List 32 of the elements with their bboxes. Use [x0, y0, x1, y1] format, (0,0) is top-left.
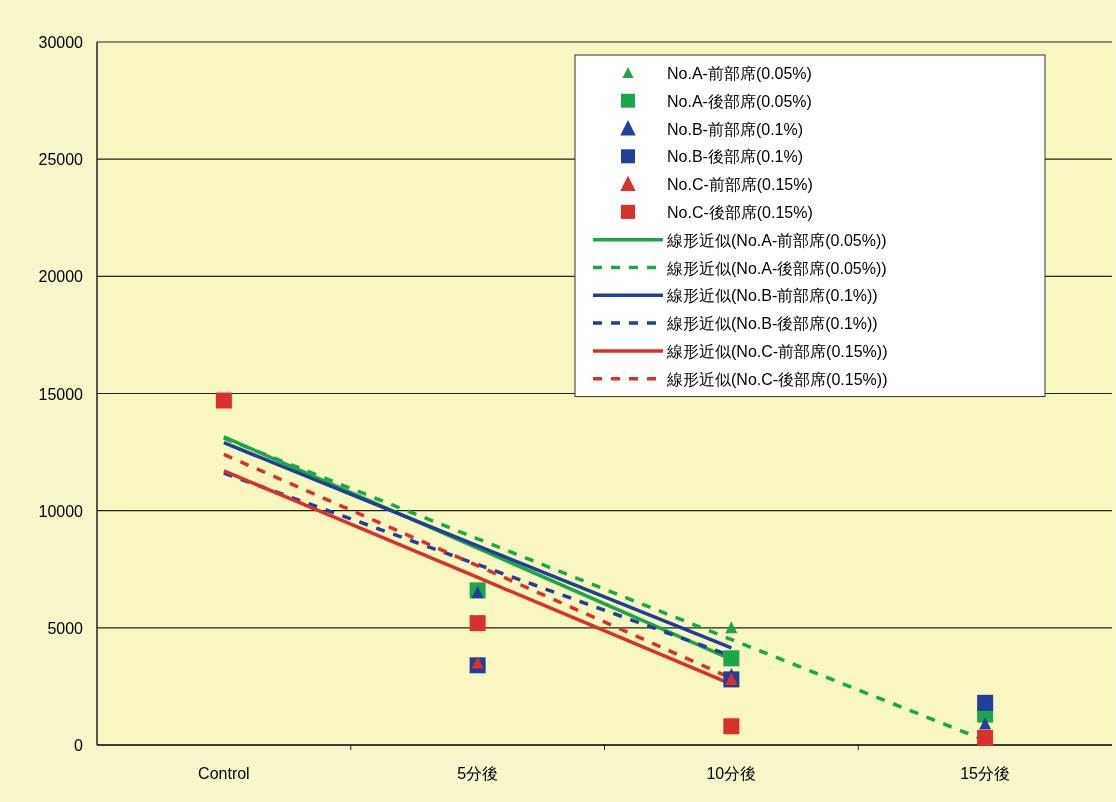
- legend-label: 線形近似(No.B-後部席(0.1%)): [666, 315, 878, 333]
- point: [215, 392, 232, 409]
- y-tick-label: 15000: [38, 385, 84, 403]
- legend-label: No.C-前部席(0.15%): [667, 176, 813, 194]
- point: [471, 586, 484, 599]
- point: [979, 717, 992, 730]
- y-tick-label: 25000: [38, 151, 84, 169]
- legend-label: 線形近似(No.C-後部席(0.15%)): [666, 370, 888, 388]
- point: [723, 650, 740, 667]
- point: [471, 656, 484, 669]
- x-tick-label: Control: [198, 765, 250, 782]
- legend-label: 線形近似(No.B-前部席(0.1%)): [666, 287, 878, 305]
- point: [723, 718, 740, 735]
- legend-label: No.B-後部席(0.1%): [667, 148, 804, 166]
- legend-label: No.A-前部席(0.05%): [667, 64, 812, 82]
- legend-label: 線形近似(No.A-後部席(0.05%)): [666, 259, 887, 277]
- y-tick-label: 0: [74, 737, 84, 754]
- point: [469, 615, 486, 632]
- legend-label: No.B-前部席(0.1%): [667, 120, 804, 138]
- y-tick-label: 10000: [38, 502, 84, 520]
- y-tick-label: 5000: [47, 619, 84, 637]
- y-tick-label: 30000: [38, 34, 84, 51]
- point: [977, 729, 994, 746]
- legend-label: 線形近似(No.A-前部席(0.05%)): [666, 231, 887, 249]
- x-tick-label: 10分後: [706, 765, 757, 782]
- x-tick-label: 5分後: [457, 765, 499, 782]
- legend-label: 線形近似(No.C-前部席(0.15%)): [666, 342, 888, 360]
- point: [977, 694, 994, 711]
- legend-label: No.C-後部席(0.15%): [667, 203, 813, 221]
- legend-label: No.A-後部席(0.05%): [667, 92, 812, 110]
- x-tick-label: 15分後: [960, 765, 1011, 782]
- y-tick-label: 20000: [38, 268, 84, 286]
